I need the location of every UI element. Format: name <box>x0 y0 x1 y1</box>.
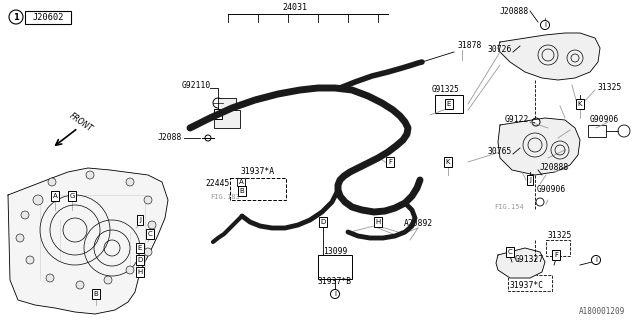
Text: 24031: 24031 <box>282 4 307 12</box>
Text: 22445: 22445 <box>205 179 230 188</box>
Polygon shape <box>8 168 168 314</box>
Circle shape <box>144 196 152 204</box>
FancyBboxPatch shape <box>588 125 606 137</box>
Text: 1: 1 <box>13 12 19 21</box>
Text: G90906: G90906 <box>590 116 620 124</box>
Text: H: H <box>376 219 381 225</box>
Polygon shape <box>498 118 580 175</box>
Circle shape <box>46 274 54 282</box>
Circle shape <box>48 178 56 186</box>
Text: A: A <box>239 179 243 185</box>
Polygon shape <box>498 33 600 80</box>
Text: G: G <box>215 111 221 117</box>
Text: J: J <box>529 177 531 183</box>
Text: B: B <box>93 291 99 297</box>
Text: FIG.183: FIG.183 <box>210 194 240 200</box>
Text: G90906: G90906 <box>537 186 566 195</box>
Circle shape <box>536 198 544 206</box>
Text: 31937*B: 31937*B <box>318 277 352 286</box>
Text: A180001209: A180001209 <box>579 308 625 316</box>
Circle shape <box>205 135 211 141</box>
Circle shape <box>26 256 34 264</box>
Circle shape <box>618 125 630 137</box>
Text: I: I <box>544 22 546 28</box>
Text: FIG.154: FIG.154 <box>494 204 524 210</box>
Circle shape <box>76 281 84 289</box>
Text: G9122: G9122 <box>505 116 529 124</box>
Text: G91327: G91327 <box>515 255 544 265</box>
Text: J: J <box>139 217 141 223</box>
Circle shape <box>86 171 94 179</box>
Text: F: F <box>554 252 558 258</box>
Text: 30765: 30765 <box>488 148 513 156</box>
Circle shape <box>126 178 134 186</box>
Text: 31325: 31325 <box>548 231 572 241</box>
FancyBboxPatch shape <box>435 95 463 113</box>
Text: A: A <box>52 193 58 199</box>
Text: J20602: J20602 <box>32 13 64 22</box>
Circle shape <box>148 221 156 229</box>
Text: 31937*C: 31937*C <box>510 281 544 290</box>
Text: 31325: 31325 <box>598 84 622 92</box>
Text: 31878: 31878 <box>458 42 483 51</box>
FancyBboxPatch shape <box>230 178 286 200</box>
Text: C: C <box>148 231 152 237</box>
Circle shape <box>16 234 24 242</box>
Circle shape <box>21 211 29 219</box>
Text: D: D <box>138 257 143 263</box>
Text: I: I <box>595 257 597 263</box>
FancyBboxPatch shape <box>318 255 352 279</box>
Text: 31937*A: 31937*A <box>241 167 275 177</box>
Polygon shape <box>496 248 545 278</box>
Text: J2088: J2088 <box>157 133 182 142</box>
Text: G92110: G92110 <box>181 81 211 90</box>
FancyBboxPatch shape <box>508 275 552 291</box>
Circle shape <box>144 248 152 256</box>
Text: J20888: J20888 <box>540 164 569 172</box>
Text: A20892: A20892 <box>403 220 433 228</box>
Text: J20888: J20888 <box>500 6 529 15</box>
FancyBboxPatch shape <box>25 11 71 24</box>
Text: K: K <box>445 159 451 165</box>
FancyBboxPatch shape <box>214 110 240 128</box>
Text: 13099: 13099 <box>323 247 347 257</box>
Text: K: K <box>578 101 582 107</box>
Text: F: F <box>388 159 392 165</box>
Text: H: H <box>138 269 143 275</box>
Circle shape <box>213 98 223 108</box>
Text: E: E <box>447 101 451 107</box>
Text: G: G <box>69 193 75 199</box>
Circle shape <box>104 276 112 284</box>
Text: B: B <box>239 188 244 194</box>
FancyBboxPatch shape <box>218 98 236 112</box>
Circle shape <box>33 195 43 205</box>
Text: I: I <box>334 291 336 297</box>
Text: G91325: G91325 <box>431 85 459 94</box>
Circle shape <box>9 10 23 24</box>
Circle shape <box>126 266 134 274</box>
Text: 30726: 30726 <box>488 45 513 54</box>
Text: D: D <box>321 219 326 225</box>
Text: E: E <box>138 245 142 251</box>
Circle shape <box>532 118 540 126</box>
Text: FRONT: FRONT <box>68 112 95 134</box>
Text: C: C <box>508 249 513 255</box>
FancyBboxPatch shape <box>546 240 570 256</box>
